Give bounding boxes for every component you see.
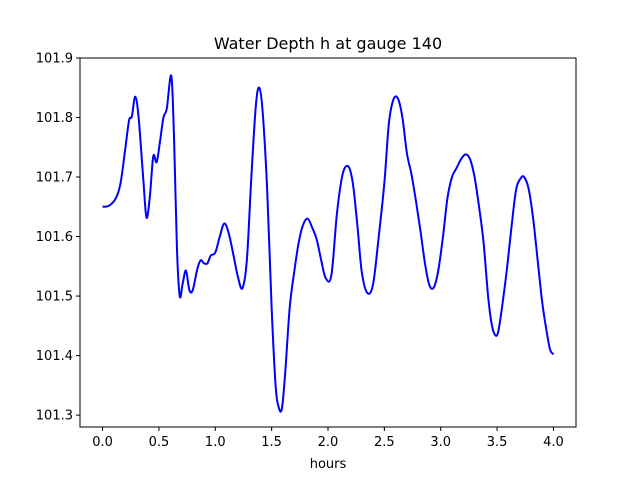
- y-tick-label: 101.4: [36, 349, 73, 364]
- x-tick-label: 2.0: [318, 435, 339, 450]
- x-axis-label: hours: [310, 457, 347, 472]
- x-tick-label: 1.0: [205, 435, 226, 450]
- plot-frame: [79, 57, 577, 428]
- series-line: [102, 74, 555, 413]
- y-tick-label: 101.9: [36, 52, 73, 67]
- x-tick-label: 2.5: [374, 435, 395, 450]
- y-tick-label: 101.5: [36, 290, 73, 305]
- x-tick-label: 1.5: [261, 435, 282, 450]
- y-tick-label: 101.7: [36, 171, 73, 186]
- x-tick-label: 3.0: [430, 435, 451, 450]
- x-tick-label: 3.5: [487, 435, 508, 450]
- x-tick-label: 0.5: [149, 435, 170, 450]
- plot-area: [80, 58, 576, 427]
- y-tick-label: 101.3: [36, 409, 73, 424]
- x-tick-label: 0.0: [92, 435, 113, 450]
- chart-marks: 0.0 0.5 1.0 1.5 2.0 2.5 3.0 3.5 4.0 101.3 101.4 101…: [36, 52, 564, 451]
- chart-title: Water Depth h at gauge 140: [214, 34, 442, 53]
- x-tick-label: 4.0: [543, 435, 564, 450]
- y-tick-label: 101.6: [36, 230, 73, 245]
- y-tick-label: 101.8: [36, 111, 73, 126]
